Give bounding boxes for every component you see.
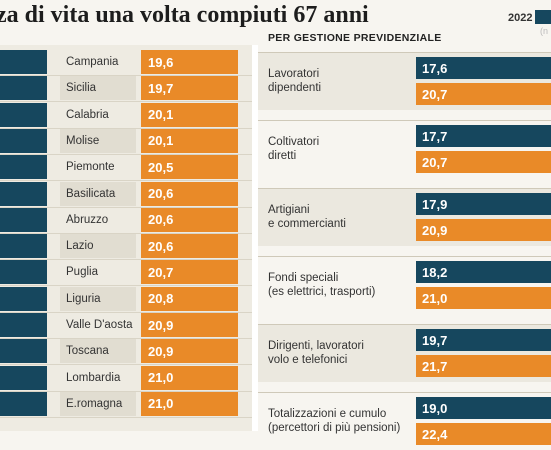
legend-year-label: 2022 — [508, 12, 533, 24]
gestione-label: Fondi speciali (es elettrici, trasporti) — [268, 272, 376, 298]
gestione-bar-2022: 18,2 — [416, 261, 551, 283]
region-bar-2022 — [0, 155, 47, 180]
gestione-bar-2022: 17,9 — [416, 193, 551, 215]
region-value-bar: 20,5 — [141, 155, 238, 180]
region-bar-2022 — [0, 286, 47, 311]
region-row: Basilicata 20,6 — [0, 181, 252, 208]
region-bar-2022 — [0, 260, 47, 285]
region-row: Toscana 20,9 — [0, 339, 252, 366]
region-name: Puglia — [66, 266, 98, 279]
gestione-group: Dirigenti, lavoratori volo e telefonici 1… — [258, 324, 551, 382]
chart-title: za di vita una volta compiuti 67 anni — [0, 2, 369, 28]
row-divider — [0, 101, 252, 103]
gestione-group: Lavoratori dipendenti 17,6 20,7 — [258, 52, 551, 110]
region-row: Campania 19,6 — [0, 50, 252, 76]
gestione-label: Dirigenti, lavoratori volo e telefonici — [268, 340, 364, 366]
row-divider — [0, 285, 252, 287]
region-row: Puglia 20,7 — [0, 260, 252, 287]
region-name: Calabria — [66, 108, 109, 121]
gestione-bar-orange: 20,9 — [416, 219, 551, 241]
row-divider — [0, 364, 252, 366]
region-bar-2022 — [0, 391, 47, 416]
gestione-label: Coltivatori diretti — [268, 136, 320, 162]
region-value-bar: 20,9 — [141, 313, 238, 337]
row-divider — [0, 259, 252, 261]
gestione-label: Artigiani e commercianti — [268, 204, 346, 230]
row-divider — [0, 206, 252, 208]
region-name: E.romagna — [60, 391, 136, 416]
gestione-bar-orange: 20,7 — [416, 151, 551, 173]
region-row: Abruzzo 20,6 — [0, 207, 252, 234]
region-value-bar: 20,6 — [141, 207, 238, 232]
gestione-bar-orange: 20,7 — [416, 83, 551, 105]
gestione-header: PER GESTIONE PREVIDENZIALE — [268, 32, 442, 44]
region-bar-2022 — [0, 207, 47, 232]
region-row: Lazio 20,6 — [0, 234, 252, 261]
panel-separator — [252, 45, 258, 431]
region-bar-2022 — [0, 234, 47, 259]
region-name: Toscana — [60, 339, 136, 364]
region-value-bar: 20,9 — [141, 339, 238, 364]
gestione-bar-orange: 21,0 — [416, 287, 551, 309]
region-bar-2022 — [0, 102, 47, 127]
row-divider — [0, 180, 252, 182]
row-divider — [0, 390, 252, 392]
gestione-bar-2022: 19,7 — [416, 329, 551, 351]
gestione-bar-orange: 21,7 — [416, 355, 551, 377]
region-value-bar: 20,7 — [141, 260, 238, 285]
row-divider — [0, 127, 252, 129]
region-value-bar: 21,0 — [141, 365, 238, 390]
gestione-bar-orange: 22,4 — [416, 423, 551, 445]
region-value-bar: 19,6 — [141, 50, 238, 74]
legend-faded-label: (n — [540, 26, 549, 36]
row-divider — [0, 311, 252, 313]
region-bar-2022 — [0, 76, 47, 101]
region-bar-2022 — [0, 128, 47, 153]
gestione-label: Lavoratori dipendenti — [268, 68, 322, 94]
region-name: Abruzzo — [66, 213, 109, 226]
region-value-bar: 21,0 — [141, 391, 238, 416]
region-row: Sicilia 19,7 — [0, 76, 252, 103]
region-name: Sicilia — [60, 76, 136, 101]
region-name: Basilicata — [60, 181, 136, 206]
region-name: Lazio — [60, 234, 136, 259]
region-name: Liguria — [60, 286, 136, 311]
region-value-bar: 20,1 — [141, 128, 238, 153]
row-divider — [0, 338, 252, 339]
legend-swatch-2022 — [535, 10, 551, 24]
region-value-bar: 19,7 — [141, 76, 238, 101]
region-row: Lombardia 21,0 — [0, 365, 252, 392]
gestione-bar-2022: 19,0 — [416, 397, 551, 419]
region-value-bar: 20,1 — [141, 102, 238, 127]
region-bar-2022 — [0, 313, 47, 337]
region-name: Lombardia — [66, 371, 121, 384]
region-value-bar: 20,8 — [141, 286, 238, 311]
region-row: Piemonte 20,5 — [0, 155, 252, 182]
region-bar-2022 — [0, 365, 47, 390]
region-row: Valle D'aosta 20,9 — [0, 313, 252, 339]
region-name: Campania — [66, 56, 119, 68]
gestione-group: Artigiani e commercianti 17,9 20,9 — [258, 188, 551, 246]
region-bar-2022 — [0, 50, 47, 74]
gestione-group: Totalizzazioni e cumulo (percettori di p… — [258, 392, 551, 450]
gestione-bar-2022: 17,6 — [416, 57, 551, 79]
gestione-group: Fondi speciali (es elettrici, trasporti)… — [258, 256, 551, 314]
region-row: E.romagna 21,0 — [0, 391, 252, 418]
region-row: Liguria 20,8 — [0, 286, 252, 313]
region-bar-2022 — [0, 339, 47, 364]
region-value-bar: 20,6 — [141, 181, 238, 206]
region-name: Piemonte — [66, 161, 115, 174]
row-divider — [0, 75, 252, 76]
region-name: Valle D'aosta — [66, 319, 133, 331]
gestione-group: Coltivatori diretti 17,7 20,7 — [258, 120, 551, 178]
region-name: Molise — [60, 128, 136, 153]
row-divider — [0, 232, 252, 234]
region-row: Molise 20,1 — [0, 128, 252, 155]
region-bar-2022 — [0, 181, 47, 206]
region-row: Calabria 20,1 — [0, 102, 252, 129]
row-divider — [0, 416, 252, 418]
region-value-bar: 20,6 — [141, 234, 238, 259]
row-divider — [0, 153, 252, 155]
gestione-bar-2022: 17,7 — [416, 125, 551, 147]
